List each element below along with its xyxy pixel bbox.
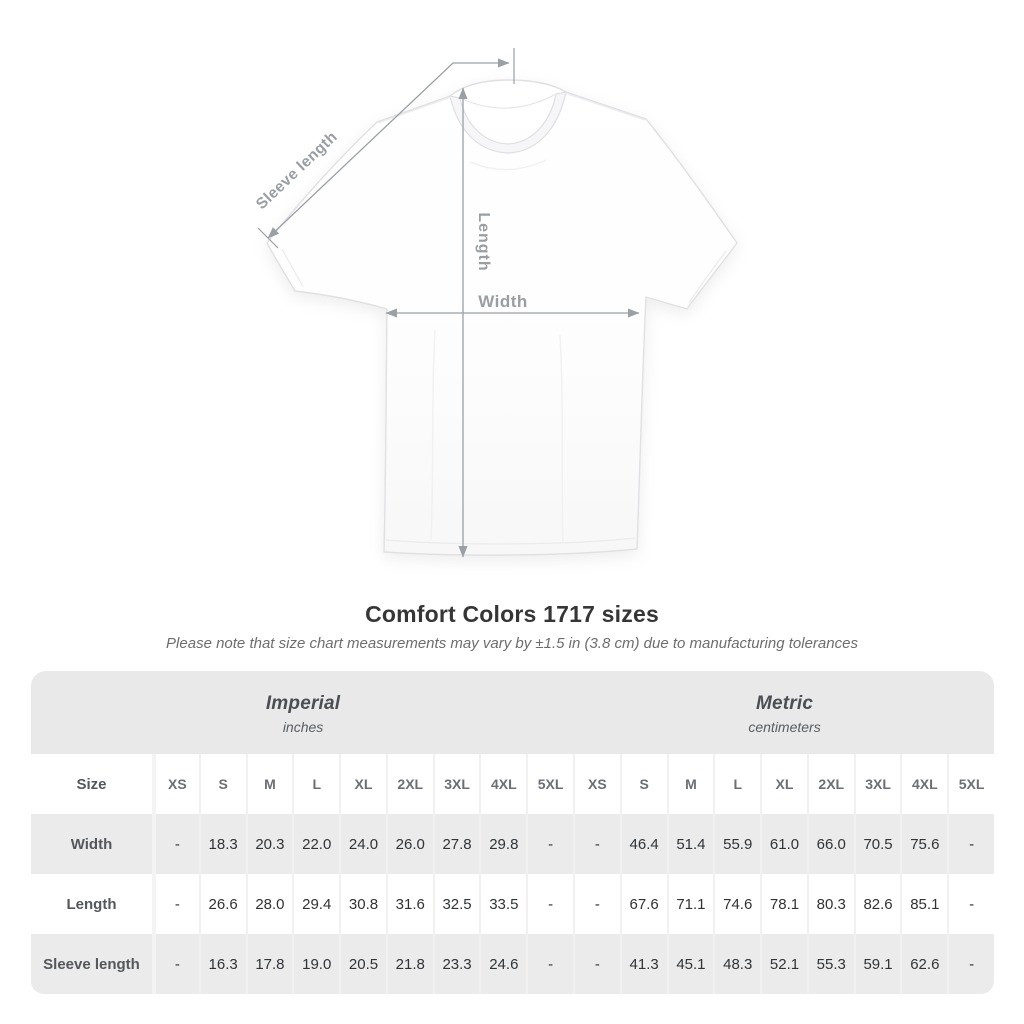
length-value-cell: 78.1 xyxy=(760,874,807,934)
tshirt-diagram-svg: Sleeve length Length Width xyxy=(253,48,738,558)
sleeve-length-value-cell: 48.3 xyxy=(713,934,760,994)
size-column-header: 5XL xyxy=(526,754,573,814)
sleeve-length-value-cell: 59.1 xyxy=(853,934,901,994)
tolerance-note: Please note that size chart measurements… xyxy=(166,635,858,652)
width-value-cell: 22.0 xyxy=(292,814,339,874)
dimension-lines xyxy=(257,48,640,558)
width-value-cell: 29.8 xyxy=(479,814,526,874)
metric-unit: centimeters xyxy=(748,718,821,735)
length-label: Length xyxy=(475,212,492,271)
length-value-cell: - xyxy=(573,874,620,934)
row-label-length: Length xyxy=(66,895,117,913)
length-value-cell: - xyxy=(526,874,573,934)
length-value-cell: 80.3 xyxy=(806,874,854,934)
metric-label: Metric xyxy=(755,692,814,714)
length-value-cell: 32.5 xyxy=(432,874,480,934)
size-column-header: XL xyxy=(760,754,807,814)
size-column-header: S xyxy=(198,754,246,814)
table-row-length: Length -26.6 28.0 29.4 30.8 31.6 32.5 33.5- -6… xyxy=(31,874,994,934)
sleeve-length-value-cell: - xyxy=(152,934,199,994)
table-row-sleeve-length: Sleeve length -16.3 17.8 19.0 20.5 21.8 23.3 2… xyxy=(31,934,994,994)
sleeve-length-value-cell: - xyxy=(573,934,620,994)
width-value-cell: 51.4 xyxy=(666,814,714,874)
imperial-label: Imperial xyxy=(265,692,341,714)
width-value-cell: 66.0 xyxy=(806,814,854,874)
width-value-cell: 26.0 xyxy=(385,814,433,874)
length-value-cell: 71.1 xyxy=(666,874,714,934)
row-label-sleeve-length: Sleeve length xyxy=(43,955,140,973)
width-value-cell: 70.5 xyxy=(853,814,901,874)
length-value-cell: 31.6 xyxy=(385,874,433,934)
size-column-header: M xyxy=(245,754,293,814)
table-header-row: Size XS S M L XL 2XL 3XL 4XL 5XL XS S M L XL 2XL 3XL 4X… xyxy=(31,754,994,814)
length-value-cell: - xyxy=(947,874,994,934)
table-row-width: Width -18.3 20.3 22.0 24.0 26.0 27.8 29.8- -46… xyxy=(31,814,994,874)
size-column-header: 2XL xyxy=(385,754,433,814)
width-value-cell: 46.4 xyxy=(619,814,667,874)
width-value-cell: 18.3 xyxy=(198,814,246,874)
size-chart-table: Imperial inches Metric centimeters Size … xyxy=(31,671,994,994)
size-column-header: L xyxy=(713,754,760,814)
width-value-cell: 24.0 xyxy=(339,814,386,874)
length-value-cell: 33.5 xyxy=(479,874,526,934)
metric-group-header: Metric centimeters xyxy=(575,671,994,754)
width-value-cell: - xyxy=(947,814,994,874)
width-value-cell: - xyxy=(526,814,573,874)
length-value-cell: 67.6 xyxy=(619,874,667,934)
length-value-cell: 74.6 xyxy=(713,874,760,934)
width-value-cell: 61.0 xyxy=(760,814,807,874)
length-value-cell: 29.4 xyxy=(292,874,339,934)
size-column-header: L xyxy=(292,754,339,814)
sleeve-length-dimension-line xyxy=(267,58,510,239)
size-column-header: 3XL xyxy=(853,754,901,814)
sleeve-length-value-cell: 20.5 xyxy=(339,934,386,994)
width-label: Width xyxy=(478,292,528,311)
size-column-header: 3XL xyxy=(432,754,480,814)
width-value-cell: 55.9 xyxy=(713,814,760,874)
sleeve-length-value-cell: 55.3 xyxy=(806,934,854,994)
imperial-group-header: Imperial inches xyxy=(31,671,575,754)
width-value-cell: 75.6 xyxy=(900,814,947,874)
sleeve-length-value-cell: 17.8 xyxy=(245,934,293,994)
sleeve-length-value-cell: - xyxy=(526,934,573,994)
page-title: Comfort Colors 1717 sizes xyxy=(365,601,659,627)
sleeve-length-value-cell: 21.8 xyxy=(385,934,433,994)
size-column-header: 5XL xyxy=(947,754,994,814)
width-value-cell: - xyxy=(152,814,199,874)
column-header-size: Size xyxy=(76,775,107,793)
width-value-cell: - xyxy=(573,814,620,874)
sleeve-length-value-cell: 23.3 xyxy=(432,934,480,994)
tshirt-measurement-diagram: Sleeve length Length Width xyxy=(253,48,738,558)
sleeve-length-value-cell: - xyxy=(947,934,994,994)
width-value-cell: 20.3 xyxy=(245,814,293,874)
size-column-header: M xyxy=(666,754,714,814)
size-column-header: S xyxy=(619,754,667,814)
width-value-cell: 27.8 xyxy=(432,814,480,874)
sleeve-length-value-cell: 41.3 xyxy=(619,934,667,994)
size-column-header: XS xyxy=(152,754,199,814)
size-column-header: XS xyxy=(573,754,620,814)
unit-system-band: Imperial inches Metric centimeters xyxy=(31,671,994,754)
size-column-header: 2XL xyxy=(806,754,854,814)
length-value-cell: 28.0 xyxy=(245,874,293,934)
length-value-cell: 26.6 xyxy=(198,874,246,934)
sleeve-length-value-cell: 45.1 xyxy=(666,934,714,994)
length-value-cell: - xyxy=(152,874,199,934)
row-label-width: Width xyxy=(70,835,113,853)
tshirt-illustration xyxy=(266,79,738,556)
sleeve-dimension-tick-cuff xyxy=(257,227,279,249)
length-value-cell: 30.8 xyxy=(339,874,386,934)
sleeve-length-value-cell: 62.6 xyxy=(900,934,947,994)
size-column-header: XL xyxy=(339,754,386,814)
sleeve-length-value-cell: 52.1 xyxy=(760,934,807,994)
imperial-unit: inches xyxy=(282,718,324,735)
size-column-header: 4XL xyxy=(900,754,947,814)
sleeve-length-value-cell: 24.6 xyxy=(479,934,526,994)
sleeve-length-value-cell: 19.0 xyxy=(292,934,339,994)
length-value-cell: 82.6 xyxy=(853,874,901,934)
size-column-header: 4XL xyxy=(479,754,526,814)
length-value-cell: 85.1 xyxy=(900,874,947,934)
sleeve-length-value-cell: 16.3 xyxy=(198,934,246,994)
